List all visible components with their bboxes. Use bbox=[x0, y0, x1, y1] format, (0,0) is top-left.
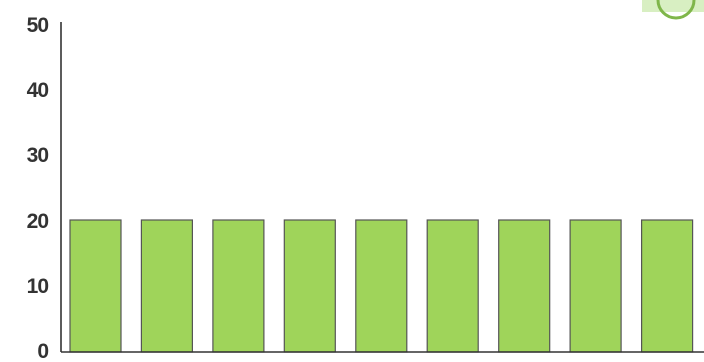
bar bbox=[69, 219, 122, 353]
circle-badge-icon bbox=[642, 0, 704, 20]
bar bbox=[640, 219, 694, 353]
bar bbox=[212, 219, 265, 353]
y-tick-label: 0 bbox=[37, 340, 48, 362]
bar bbox=[498, 219, 551, 353]
y-tick-label: 40 bbox=[27, 79, 49, 102]
bar bbox=[355, 219, 408, 353]
y-tick-label: 30 bbox=[27, 144, 49, 167]
bar bbox=[140, 219, 193, 353]
bar bbox=[569, 219, 622, 353]
y-tick-label: 20 bbox=[27, 210, 49, 233]
badge-ring bbox=[656, 0, 696, 20]
y-tick-label: 10 bbox=[27, 275, 49, 298]
bar-series bbox=[69, 219, 694, 353]
y-axis-ticks: 0 10 20 30 40 50 bbox=[27, 14, 50, 362]
bar bbox=[283, 219, 336, 353]
bar bbox=[426, 219, 479, 353]
y-tick-label: 50 bbox=[27, 14, 49, 37]
